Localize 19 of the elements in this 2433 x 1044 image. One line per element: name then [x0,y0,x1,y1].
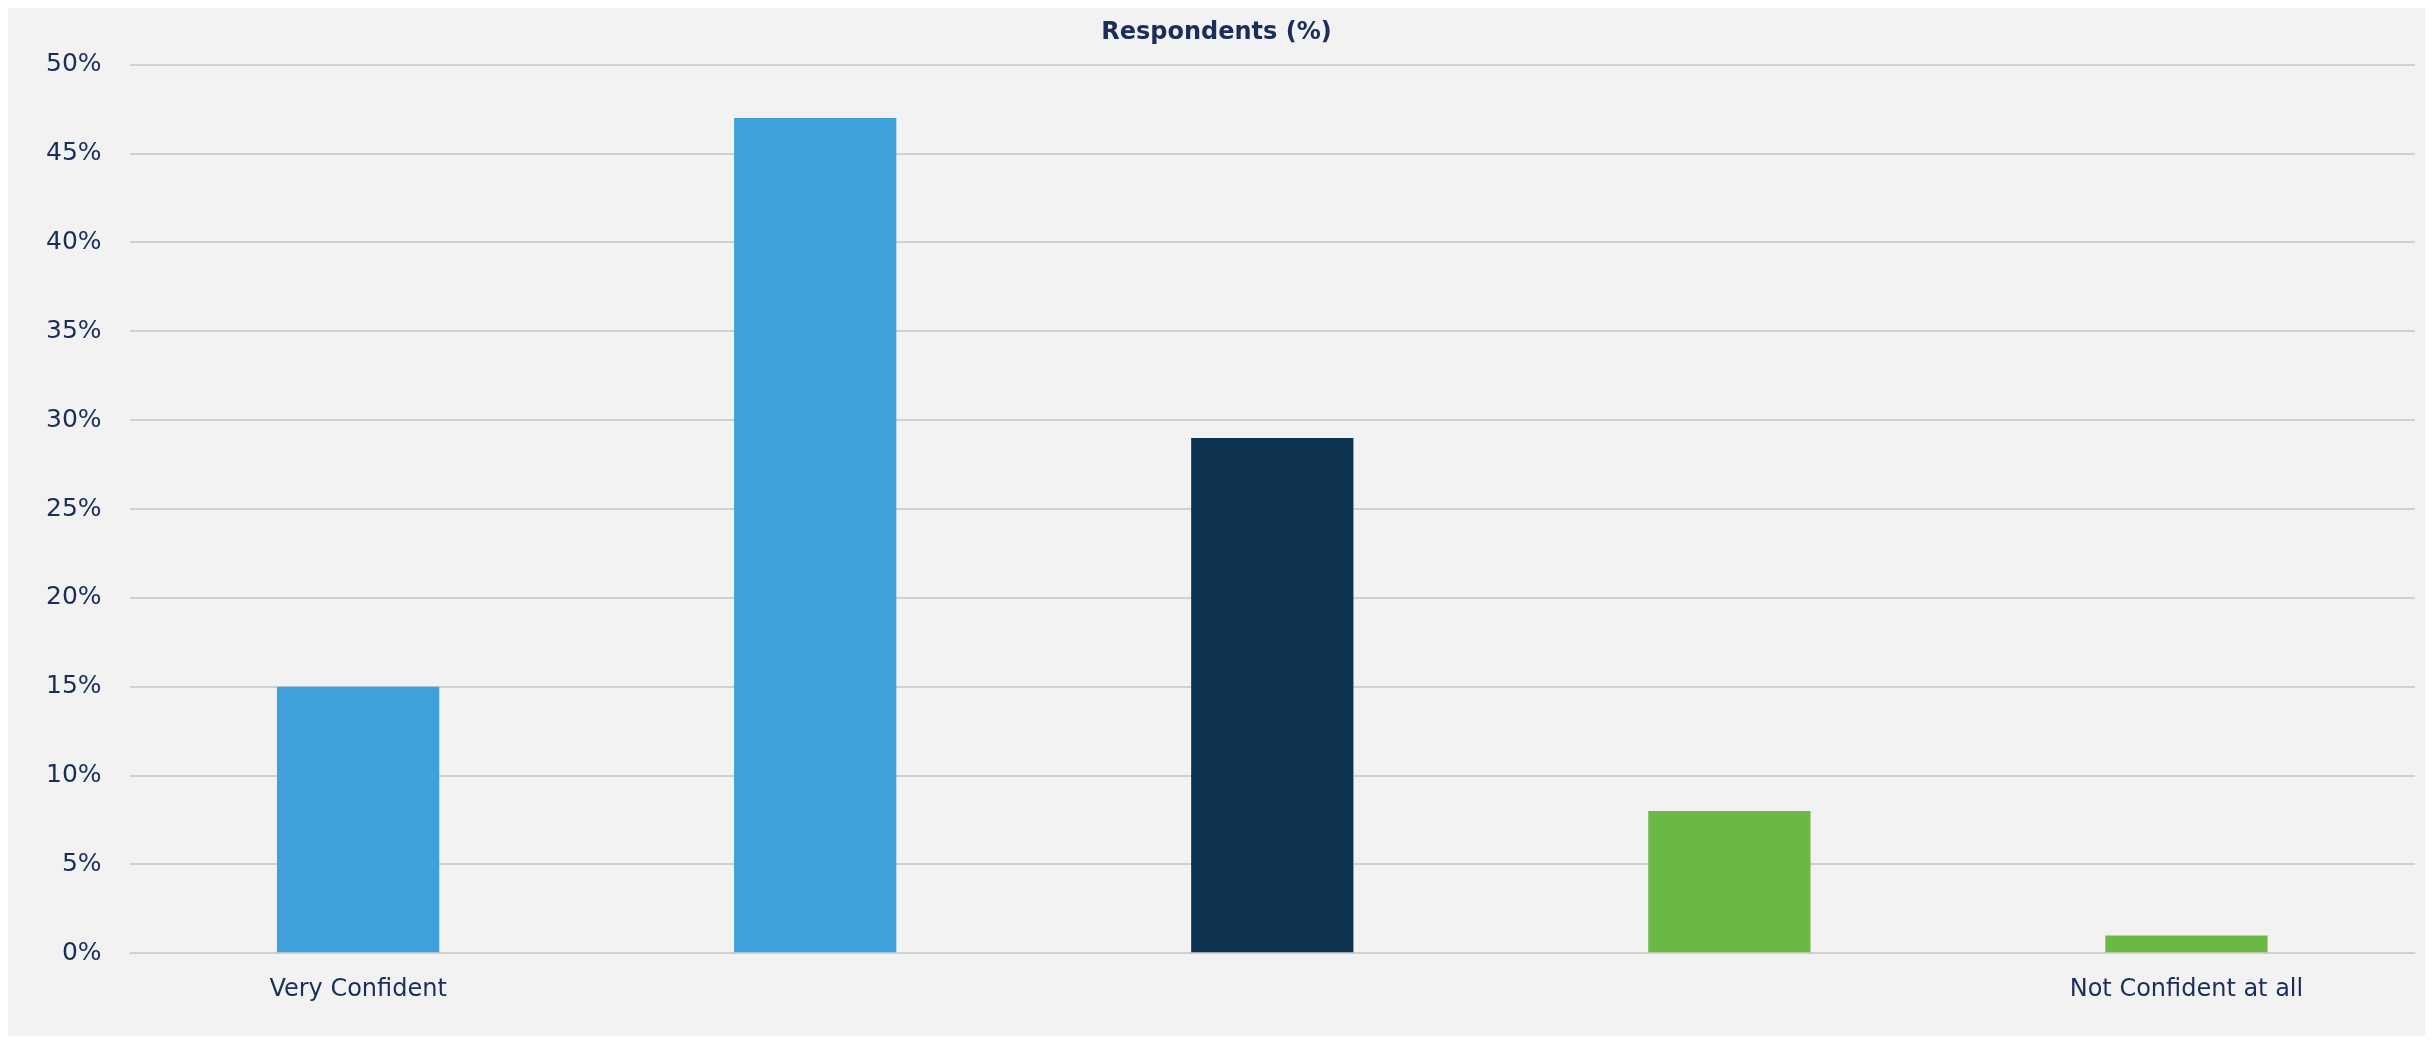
y-tick-label: 30% [45,403,102,433]
y-tick-label: 40% [45,225,102,255]
x-tick-label: Very Confident [269,973,447,1002]
x-tick-label: Not Confident at all [2069,973,2304,1002]
y-tick-label: 35% [45,314,102,344]
bar [734,118,897,953]
bar [276,686,440,953]
y-tick-label: 5% [61,847,102,877]
bar [1648,811,1811,953]
y-tick-label: 25% [45,492,102,522]
bar [2105,935,2268,953]
y-tick-label: 50% [45,48,102,78]
y-tick-label: 0% [61,936,102,966]
chart-title: Respondents (%) [1101,16,1332,45]
y-tick-label: 15% [45,670,102,700]
bar [1191,437,1354,953]
y-tick-label: 45% [45,137,102,167]
y-tick-label: 20% [45,581,102,611]
y-tick-label: 10% [45,759,102,789]
